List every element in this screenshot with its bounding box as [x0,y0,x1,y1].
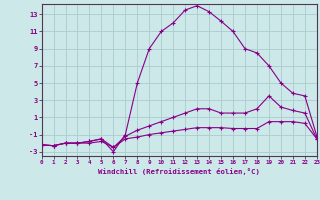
X-axis label: Windchill (Refroidissement éolien,°C): Windchill (Refroidissement éolien,°C) [98,168,260,175]
